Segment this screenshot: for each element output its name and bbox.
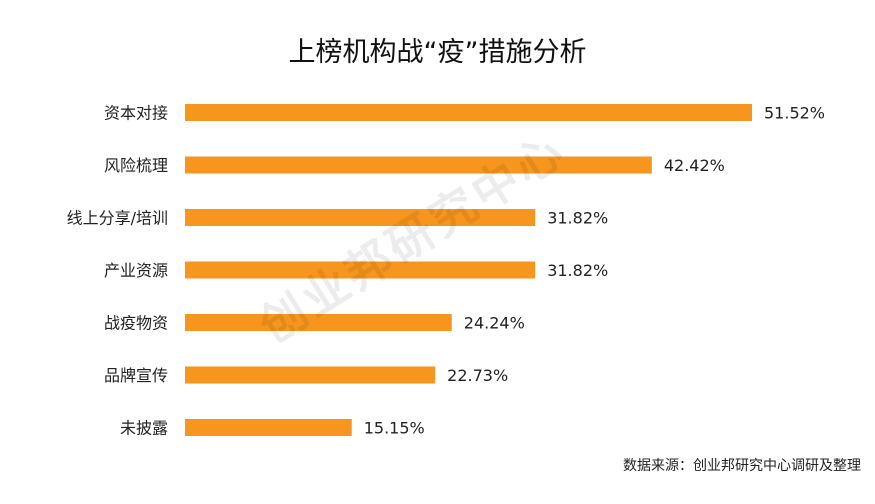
category-label: 战疫物资 [104, 314, 168, 333]
value-label: 15.15% [364, 419, 425, 438]
source-note: 数据来源：创业邦研究中心调研及整理 [623, 458, 861, 474]
value-label: 24.24% [464, 314, 525, 333]
category-label: 品牌宣传 [104, 366, 168, 385]
bar [185, 156, 652, 174]
value-label: 31.82% [547, 209, 608, 228]
value-label: 22.73% [447, 366, 508, 385]
category-label: 产业资源 [104, 261, 168, 280]
bar [185, 261, 536, 279]
category-label: 资本对接 [104, 104, 168, 123]
bar [185, 419, 352, 436]
bar [185, 366, 436, 384]
value-label: 51.52% [764, 104, 825, 123]
bar [185, 314, 452, 331]
category-label: 未披露 [120, 419, 168, 438]
category-label: 线上分享/培训 [67, 209, 168, 228]
value-label: 31.82% [547, 261, 608, 280]
bar [185, 209, 536, 226]
category-label: 风险梳理 [104, 156, 168, 175]
bar [185, 104, 752, 121]
value-label: 42.42% [664, 156, 725, 175]
chart-title: 上榜机构战“疫”措施分析 [288, 37, 587, 68]
